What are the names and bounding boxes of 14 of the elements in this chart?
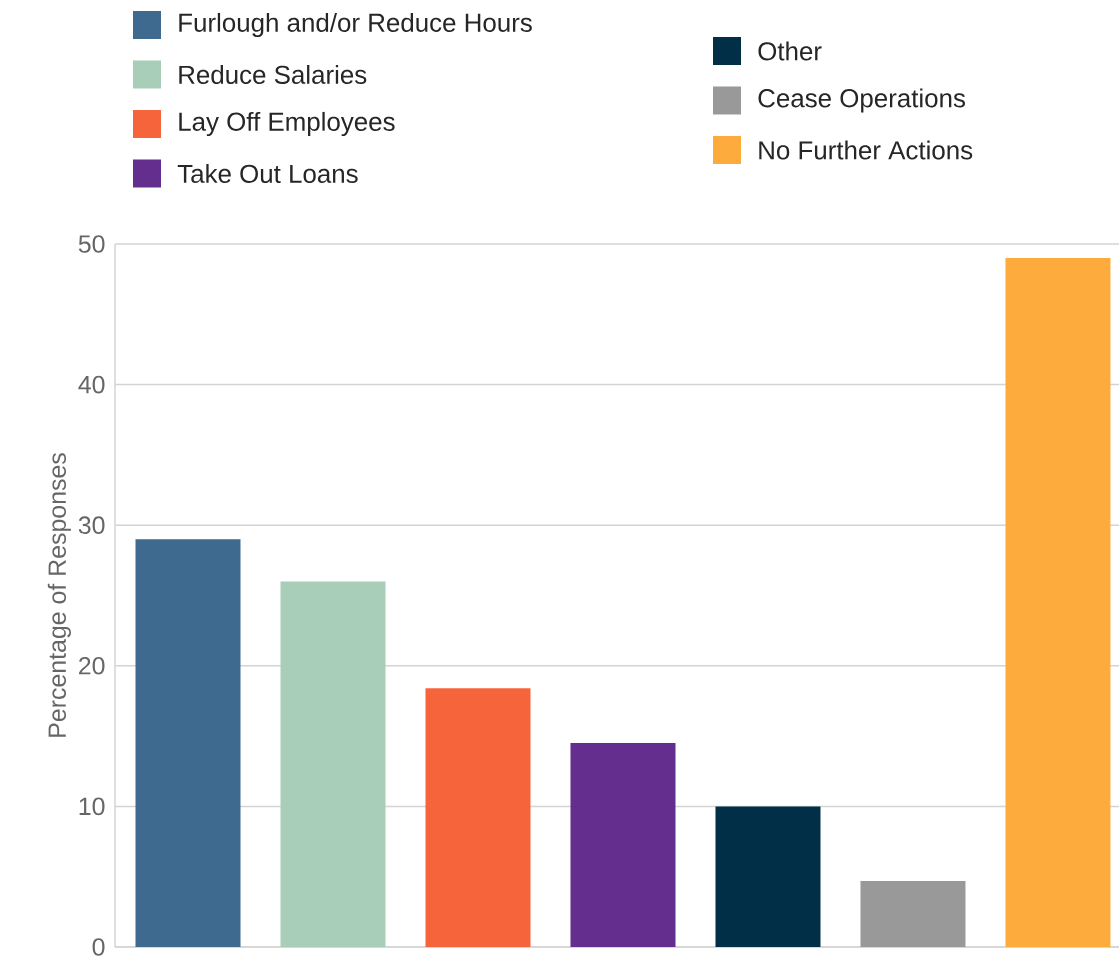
- y-tick-label: 10: [79, 797, 105, 816]
- y-tick-label: 40: [78, 375, 105, 394]
- legend-label: Cease Operations: [758, 88, 965, 113]
- legend-label: Take Out Loans: [177, 163, 358, 183]
- legend-label: Furlough and/or Reduce Hours: [179, 12, 532, 38]
- legend-label: Other: [758, 41, 822, 61]
- y-tick-label: 20: [79, 656, 105, 675]
- legend-label: Reduce Salaries: [179, 64, 367, 84]
- y-tick-label: 50: [78, 235, 105, 253]
- legend-label: Lay Off Employees: [179, 111, 395, 137]
- y-tick-label: 30: [78, 516, 105, 535]
- legend-label: No Further Actions: [759, 140, 973, 160]
- y-tick-label: 0: [92, 938, 105, 956]
- y-axis-title: Percentage of Responses: [47, 453, 71, 737]
